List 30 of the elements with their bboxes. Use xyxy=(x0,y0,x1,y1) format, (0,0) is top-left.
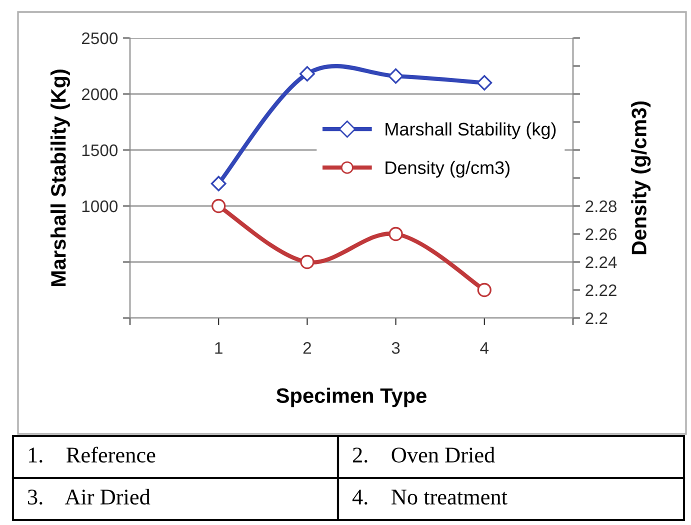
x-tick-label: 1 xyxy=(215,342,222,354)
text: 1. Reference xyxy=(28,446,156,463)
y2-tick-label: 2.28 xyxy=(586,200,617,212)
x-tick-label: 3 xyxy=(392,342,400,354)
y-tick-label: 1000 xyxy=(82,200,118,212)
point xyxy=(210,176,226,192)
point xyxy=(476,75,492,91)
point xyxy=(299,66,315,82)
text: 4. No treatment xyxy=(352,490,508,505)
point xyxy=(388,68,404,84)
x-tick-label: 4 xyxy=(480,342,489,354)
y2-tick-label: 2.22 xyxy=(586,284,616,296)
y2-tick-label: 2.24 xyxy=(586,256,617,268)
x-tick-label: 2 xyxy=(303,342,311,354)
legend-label: Density (g/cm3) xyxy=(386,160,510,178)
point xyxy=(388,226,403,242)
point xyxy=(300,254,314,270)
point xyxy=(477,282,492,298)
text: 3. Air Dried xyxy=(28,488,150,505)
text: 2. Oven Dried xyxy=(352,446,495,463)
y-tick-label: 1500 xyxy=(82,144,118,156)
y-axis-title: Marshall Stability (Kg) xyxy=(50,70,70,286)
y-tick-label: 2000 xyxy=(82,88,118,100)
point xyxy=(212,198,226,214)
y-tick-label: 2500 xyxy=(82,32,118,44)
x-axis-title: Specimen Type xyxy=(276,388,426,408)
y2-axis-title: Density (g/cm3) xyxy=(631,101,651,254)
y2-tick-label: 2.26 xyxy=(586,228,617,240)
legend-label: Marshall Stability (kg) xyxy=(386,122,556,140)
y2-tick-label: 2.2 xyxy=(586,312,608,324)
